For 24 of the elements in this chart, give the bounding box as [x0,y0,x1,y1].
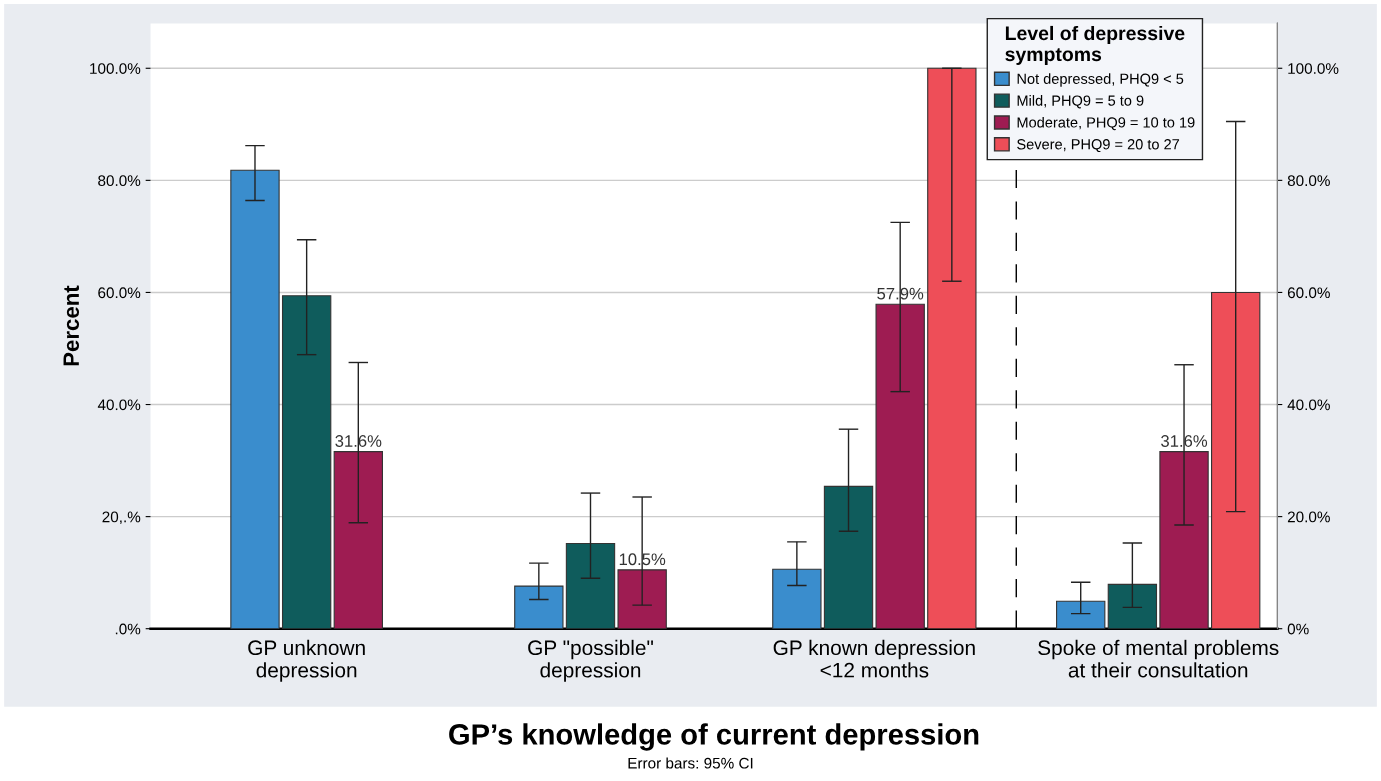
y2-tick-label: 20.0% [1287,511,1330,523]
text: Error bars: 95% CI [628,757,753,769]
x-axis-title: GP’s knowledge of current depression [449,723,979,751]
x-tick-label: Spoke of mental problems at their consultation [1038,639,1279,678]
x-tick-label: GP unknown depression [248,639,365,682]
y2-tick-label: 100.0% [1288,63,1339,74]
legend-title: Level of depressive symptoms [1005,25,1185,65]
legend-label: Moderate, PHQ9 = 10 to 19 [1017,116,1195,131]
x-tick-label: GP "possible" depression [528,639,653,682]
x-tick-label: GP known depression <12 months [773,639,975,678]
y-tick-label: 40.0% [97,399,141,411]
legend-label: Not depressed, PHQ9 < 5 [1017,73,1184,87]
y-tick-label: 20,.% [102,511,141,525]
y-axis-title: Percent [63,285,80,366]
y2-tick-label: 0% [1287,623,1309,635]
y-tick-label: 80.0% [98,175,141,187]
y-tick-label: 100.0% [90,63,141,74]
y2-tick-label: 80.0% [1287,175,1330,187]
y2-tick-label: 60.0% [1287,287,1330,299]
legend-label: Mild, PHQ9 = 5 to 9 [1017,95,1144,109]
y2-tick-label: 40.0% [1287,399,1330,411]
y-tick-label: 60.0% [98,287,141,299]
y-tick-label: .0% [115,623,141,635]
legend-label: Severe, PHQ9 = 20 to 27 [1017,139,1180,153]
